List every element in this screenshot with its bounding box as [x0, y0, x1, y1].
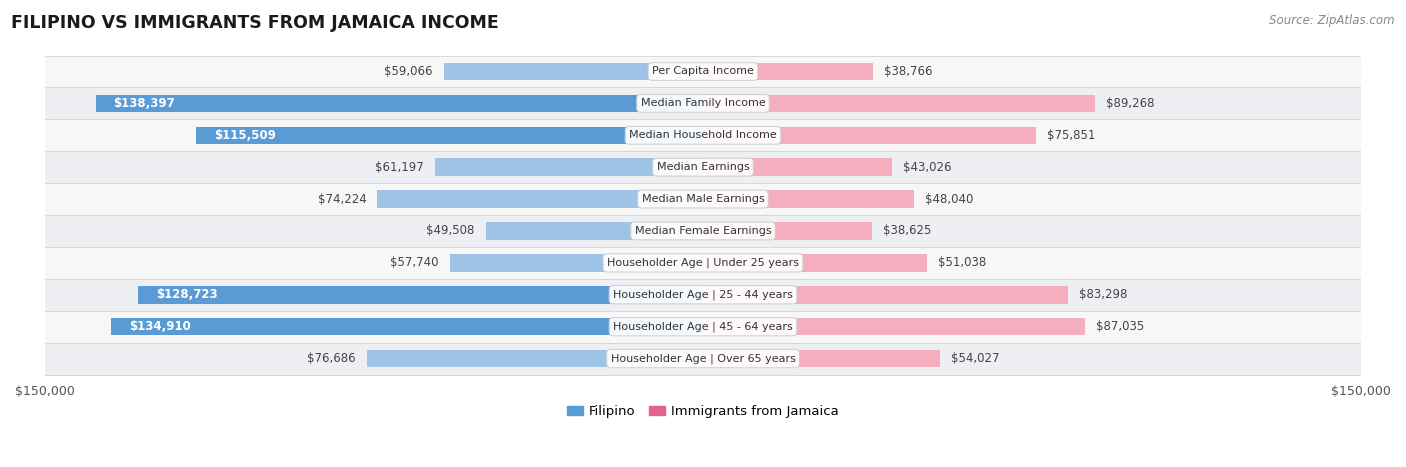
Text: Householder Age | 45 - 64 years: Householder Age | 45 - 64 years: [613, 321, 793, 332]
Text: $49,508: $49,508: [426, 225, 475, 238]
Bar: [45, 247, 1361, 279]
Bar: [45, 151, 1361, 183]
Bar: [45, 56, 1361, 87]
Bar: [377, 191, 703, 208]
Text: $75,851: $75,851: [1046, 129, 1095, 142]
Text: Source: ZipAtlas.com: Source: ZipAtlas.com: [1270, 14, 1395, 27]
Bar: [197, 127, 703, 144]
Bar: [444, 63, 703, 80]
Bar: [434, 158, 703, 176]
Text: Median Household Income: Median Household Income: [628, 130, 778, 140]
Bar: [703, 350, 941, 368]
Bar: [703, 95, 1095, 112]
Bar: [45, 279, 1361, 311]
Bar: [111, 318, 703, 335]
Text: FILIPINO VS IMMIGRANTS FROM JAMAICA INCOME: FILIPINO VS IMMIGRANTS FROM JAMAICA INCO…: [11, 14, 499, 32]
Text: $48,040: $48,040: [925, 192, 973, 205]
Bar: [45, 87, 1361, 120]
Bar: [703, 286, 1069, 304]
Text: Householder Age | 25 - 44 years: Householder Age | 25 - 44 years: [613, 290, 793, 300]
Text: $87,035: $87,035: [1095, 320, 1144, 333]
Text: $43,026: $43,026: [903, 161, 952, 174]
Bar: [96, 95, 703, 112]
Text: $61,197: $61,197: [375, 161, 423, 174]
Bar: [45, 183, 1361, 215]
Text: $59,066: $59,066: [384, 65, 433, 78]
Bar: [45, 120, 1361, 151]
Text: $128,723: $128,723: [156, 288, 218, 301]
Bar: [138, 286, 703, 304]
Text: Median Male Earnings: Median Male Earnings: [641, 194, 765, 204]
Bar: [45, 343, 1361, 375]
Text: Per Capita Income: Per Capita Income: [652, 66, 754, 77]
Text: $51,038: $51,038: [938, 256, 986, 269]
Text: $54,027: $54,027: [950, 352, 1000, 365]
Bar: [703, 63, 873, 80]
Text: Householder Age | Under 25 years: Householder Age | Under 25 years: [607, 258, 799, 268]
Text: $76,686: $76,686: [307, 352, 356, 365]
Bar: [703, 318, 1085, 335]
Bar: [703, 191, 914, 208]
Text: $38,625: $38,625: [883, 225, 932, 238]
Text: $138,397: $138,397: [114, 97, 176, 110]
Text: Median Female Earnings: Median Female Earnings: [634, 226, 772, 236]
Text: $115,509: $115,509: [214, 129, 276, 142]
Text: Median Earnings: Median Earnings: [657, 162, 749, 172]
Text: $57,740: $57,740: [391, 256, 439, 269]
Text: $38,766: $38,766: [884, 65, 932, 78]
Bar: [703, 254, 927, 272]
Text: $89,268: $89,268: [1105, 97, 1154, 110]
Bar: [486, 222, 703, 240]
Text: Median Family Income: Median Family Income: [641, 99, 765, 108]
Bar: [367, 350, 703, 368]
Bar: [450, 254, 703, 272]
Text: $134,910: $134,910: [129, 320, 190, 333]
Bar: [703, 222, 873, 240]
Bar: [45, 215, 1361, 247]
Text: $83,298: $83,298: [1080, 288, 1128, 301]
Bar: [703, 158, 891, 176]
Legend: Filipino, Immigrants from Jamaica: Filipino, Immigrants from Jamaica: [561, 400, 845, 423]
Bar: [45, 311, 1361, 343]
Text: $74,224: $74,224: [318, 192, 367, 205]
Bar: [703, 127, 1036, 144]
Text: Householder Age | Over 65 years: Householder Age | Over 65 years: [610, 354, 796, 364]
